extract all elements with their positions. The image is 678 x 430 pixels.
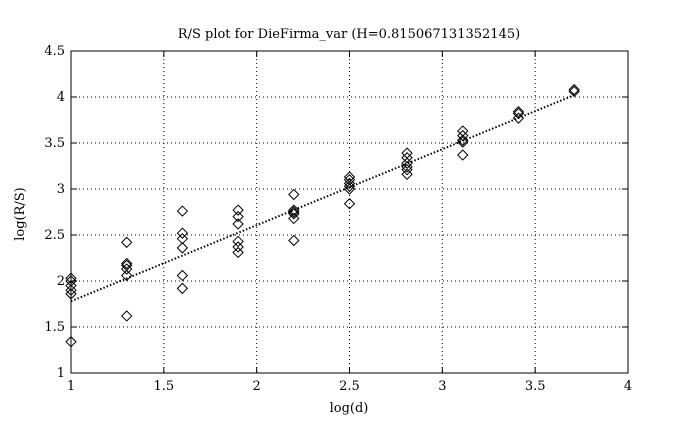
data-point-marker (288, 208, 300, 220)
data-point-marker (457, 134, 469, 146)
data-point-marker (512, 106, 525, 118)
data-point-marker (512, 107, 525, 120)
data-point-marker (176, 227, 189, 239)
y-tick-label: 3.5 (44, 136, 65, 151)
chart-title: R/S plot for DieFirma_var (H=0.815067131… (178, 27, 520, 42)
data-point-marker (512, 112, 525, 124)
data-point-marker (176, 205, 189, 217)
data-point-marker (232, 210, 244, 223)
data-point-marker (232, 241, 244, 253)
data-point-marker (232, 218, 244, 230)
data-point-marker (65, 275, 77, 287)
data-point-marker (343, 174, 356, 186)
y-tick-label: 1 (57, 366, 65, 381)
data-point-marker (343, 171, 356, 183)
y-axis-ticks: 1 1.5 2 2.5 3 3.5 4 4.5 (44, 44, 628, 381)
x-tick-label: 1 (67, 379, 75, 394)
y-tick-label: 3 (57, 182, 65, 197)
x-tick-label: 3.5 (525, 379, 546, 394)
data-point-marker (120, 257, 133, 270)
data-point-marker (288, 234, 300, 247)
data-point-marker (65, 284, 77, 296)
data-point-marker (232, 204, 244, 216)
x-tick-label: 4 (624, 379, 632, 394)
data-point-marker (65, 272, 77, 284)
data-point-marker (288, 204, 300, 216)
y-tick-label: 1.5 (44, 320, 65, 335)
data-point-marker (568, 83, 580, 96)
y-tick-label: 2.5 (44, 228, 65, 243)
data-point-marker (457, 129, 469, 142)
data-point-marker (343, 177, 356, 190)
data-point-marker (288, 212, 300, 225)
data-point-marker (568, 85, 580, 98)
data-point-marker (401, 168, 413, 180)
data-point-marker (65, 288, 77, 300)
data-point-marker (232, 235, 244, 248)
data-point-marker (120, 310, 133, 322)
data-point-marker (343, 183, 356, 195)
data-point-marker (120, 269, 133, 282)
x-tick-label: 3 (438, 379, 446, 394)
data-point-marker (401, 163, 413, 176)
data-point-marker (401, 152, 413, 164)
data-point-marker (401, 161, 413, 173)
data-point-marker (176, 242, 189, 254)
x-tick-label: 2.5 (339, 379, 360, 394)
data-points (65, 83, 580, 348)
data-point-marker (343, 180, 356, 192)
data-point-marker (457, 125, 469, 137)
y-tick-label: 4 (57, 90, 65, 105)
data-point-marker (343, 198, 356, 210)
x-tick-label: 2 (253, 379, 261, 394)
y-tick-label: 4.5 (44, 44, 65, 59)
x-tick-label: 1.5 (153, 379, 174, 394)
data-point-marker (120, 263, 133, 275)
data-point-marker (65, 336, 77, 348)
data-point-marker (401, 157, 413, 169)
data-point-marker (457, 149, 469, 161)
grid-lines (71, 51, 628, 373)
data-point-marker (176, 269, 189, 282)
data-point-marker (65, 279, 77, 292)
x-axis-label: log(d) (330, 401, 369, 416)
y-axis-label: log(R/S) (13, 187, 28, 241)
data-point-marker (457, 136, 469, 148)
data-point-marker (176, 282, 189, 295)
data-point-marker (232, 246, 244, 259)
data-point-marker (288, 206, 300, 218)
data-point-marker (120, 236, 133, 249)
data-point-marker (176, 232, 189, 245)
y-tick-label: 2 (57, 274, 65, 289)
data-point-marker (288, 188, 300, 201)
x-axis-ticks: 1 1.5 2 2.5 3 3.5 4 (67, 51, 632, 394)
